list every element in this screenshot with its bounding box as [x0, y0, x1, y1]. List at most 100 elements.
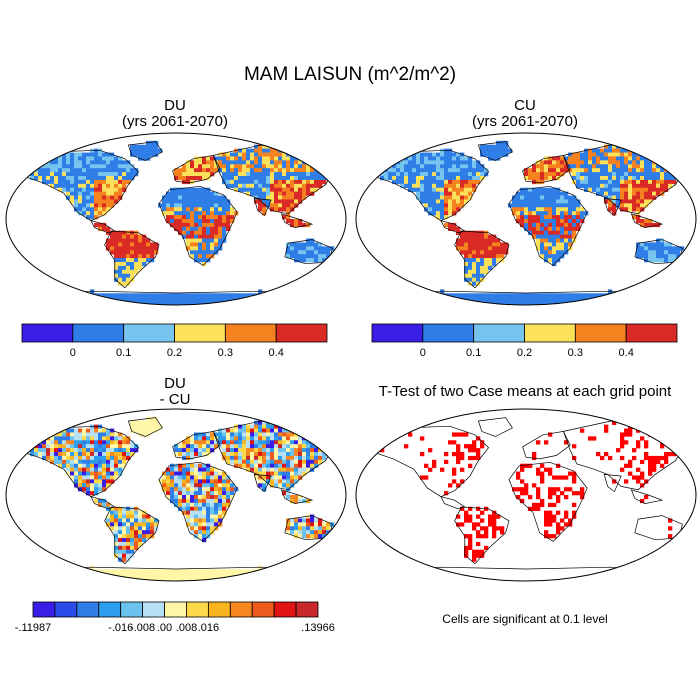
map-cell: [258, 452, 263, 457]
map-cell: [306, 179, 311, 185]
map-cell: [238, 301, 243, 305]
map-cell: [202, 164, 207, 169]
map-cell: [214, 487, 219, 492]
map-cell: [616, 191, 621, 196]
map-cell: [460, 203, 465, 208]
map-cell: [544, 293, 549, 298]
map-cell: [34, 440, 39, 445]
map-cell: [326, 440, 331, 445]
map-cell: [182, 226, 187, 232]
map-cell: [294, 479, 299, 484]
map-frame-cu: [355, 132, 697, 306]
map-cell: [154, 569, 159, 574]
map-cell: [480, 269, 485, 275]
map-cell: [138, 262, 143, 267]
map-cell: [174, 479, 179, 484]
map-cell: [30, 577, 35, 581]
map-cell: [246, 191, 251, 196]
map-cell: [110, 172, 115, 177]
map-cell: [294, 522, 299, 527]
map-cell: [222, 293, 227, 298]
map-cell: [74, 432, 79, 437]
map-cell: [318, 297, 323, 302]
panel-title-diff-line2: - CU: [159, 391, 191, 408]
map-cell: [680, 297, 685, 302]
map-cell: [118, 183, 123, 189]
map-cell: [210, 448, 215, 453]
map-cell: [476, 436, 481, 441]
map-cell: [126, 297, 131, 302]
map-cell: [98, 428, 103, 433]
map-cell: [476, 246, 481, 251]
map-cell: [404, 179, 409, 185]
map-cell: [612, 156, 617, 161]
map-cell: [576, 164, 581, 169]
map-cell: [452, 471, 457, 476]
map-cell: [322, 522, 327, 527]
map-cell: [82, 203, 87, 208]
map-cell: [282, 577, 287, 581]
coastline-india: [603, 198, 622, 217]
map-cell: [226, 569, 231, 574]
map-cell: [230, 301, 235, 305]
map-cell: [480, 518, 485, 523]
map-cell: [146, 514, 151, 519]
map-cell: [230, 436, 235, 441]
map-cell: [468, 297, 473, 302]
map-cell: [448, 156, 453, 161]
map-cell: [464, 195, 469, 200]
map-cell: [580, 176, 585, 181]
map-cell: [90, 436, 95, 441]
map-cell: [416, 191, 421, 196]
map-cell: [206, 487, 211, 492]
map-cell: [246, 187, 251, 192]
map-cell: [230, 487, 235, 492]
map-cell: [548, 211, 553, 216]
map-cell: [306, 187, 311, 192]
map-cell: [644, 187, 649, 192]
map-cell: [580, 215, 585, 220]
map-cell: [668, 258, 673, 263]
map-cell: [472, 176, 477, 181]
map-cell: [436, 203, 441, 208]
map-cell: [452, 452, 457, 457]
map-cell: [544, 230, 549, 235]
map-cell: [182, 222, 187, 228]
map-cell: [432, 179, 437, 185]
map-cell: [302, 463, 307, 468]
map-cell: [42, 179, 47, 185]
map-cell: [420, 293, 425, 298]
map-cell: [604, 176, 609, 181]
map-cell: [584, 156, 589, 161]
map-cell: [424, 187, 429, 192]
map-cell: [186, 222, 191, 228]
map-cell: [560, 172, 565, 177]
map-cell: [310, 569, 315, 574]
map-cell: [484, 242, 489, 247]
map-cell: [202, 495, 207, 500]
map-cell: [552, 203, 557, 208]
map-cell: [488, 242, 493, 247]
map-cell: [250, 152, 255, 157]
map-cell: [162, 293, 167, 298]
map-cell: [528, 301, 533, 305]
map-cell: [584, 168, 589, 173]
map-cell: [126, 230, 131, 235]
map-cell: [664, 187, 669, 192]
map-cell: [238, 452, 243, 457]
map-cell: [648, 199, 653, 204]
map-cell: [400, 183, 405, 189]
map-cell: [202, 498, 207, 504]
map-cell: [102, 436, 107, 441]
map-cell: [472, 172, 477, 177]
map-cell: [640, 207, 645, 212]
map-cell: [584, 179, 589, 185]
map-cell: [456, 187, 461, 192]
map-cell: [428, 297, 433, 302]
map-cell: [266, 436, 271, 441]
map-cell: [420, 179, 425, 185]
map-cell: [620, 203, 625, 208]
map-cell: [114, 250, 119, 255]
map-cell: [210, 483, 215, 488]
map-cell: [684, 297, 689, 302]
